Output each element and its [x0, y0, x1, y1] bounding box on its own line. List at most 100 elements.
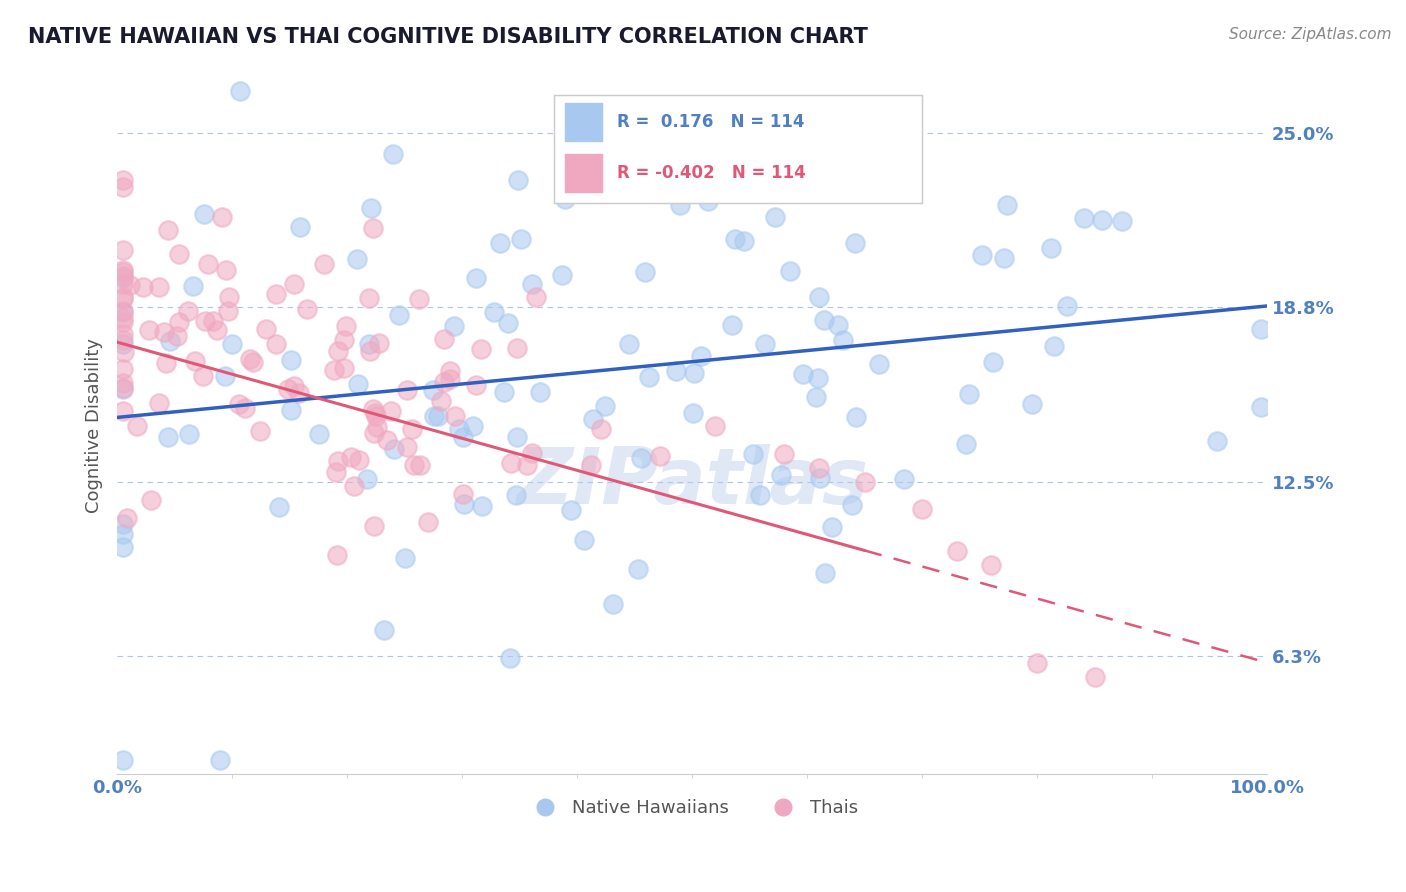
Point — [148, 396, 170, 410]
Point — [111, 304, 134, 318]
Point — [696, 194, 718, 208]
Point — [148, 280, 170, 294]
Point — [111, 315, 134, 329]
Point — [347, 377, 370, 392]
Point — [396, 440, 419, 454]
Point — [416, 515, 439, 529]
Point — [111, 292, 134, 306]
Point — [630, 451, 652, 466]
Point — [669, 198, 692, 212]
Point — [233, 401, 256, 415]
Point — [131, 280, 153, 294]
Point — [202, 314, 225, 328]
Point — [266, 287, 288, 301]
Point — [945, 544, 967, 558]
Point — [853, 475, 876, 489]
Point — [593, 399, 616, 413]
Point — [439, 364, 461, 378]
Point — [346, 252, 368, 266]
Point — [804, 390, 827, 404]
Point — [111, 382, 134, 396]
Point — [702, 169, 724, 183]
Point — [111, 310, 134, 325]
Point — [520, 277, 543, 292]
Point — [111, 268, 134, 283]
Point — [808, 471, 831, 485]
Point — [763, 211, 786, 225]
Point — [111, 516, 134, 531]
Text: NATIVE HAWAIIAN VS THAI COGNITIVE DISABILITY CORRELATION CHART: NATIVE HAWAIIAN VS THAI COGNITIVE DISABI… — [28, 27, 868, 46]
Point — [359, 344, 381, 359]
Point — [388, 309, 411, 323]
Point — [1021, 397, 1043, 411]
Point — [193, 368, 215, 383]
Point — [335, 318, 357, 333]
Point — [529, 385, 551, 400]
Point — [356, 473, 378, 487]
Point — [433, 375, 456, 389]
Point — [361, 220, 384, 235]
Point — [193, 207, 215, 221]
Point — [363, 519, 385, 533]
Point — [690, 349, 713, 363]
Point — [617, 336, 640, 351]
Point — [381, 147, 404, 161]
Point — [111, 527, 134, 541]
Point — [118, 278, 141, 293]
Point — [290, 220, 312, 235]
Point — [449, 422, 471, 436]
Point — [111, 362, 134, 376]
Point — [516, 458, 538, 472]
Point — [214, 368, 236, 383]
Point — [363, 406, 385, 420]
Point — [786, 186, 808, 201]
Point — [167, 315, 190, 329]
Point — [402, 458, 425, 473]
Point — [380, 404, 402, 418]
Point — [1039, 242, 1062, 256]
Point — [1250, 322, 1272, 336]
Point — [551, 268, 574, 283]
Point — [770, 467, 793, 482]
Point — [560, 502, 582, 516]
Point — [505, 488, 527, 502]
Point — [339, 450, 361, 464]
Point — [1250, 400, 1272, 414]
Point — [111, 173, 134, 187]
Point — [465, 378, 488, 392]
Point — [211, 211, 233, 225]
Point — [506, 173, 529, 187]
Point — [983, 355, 1005, 369]
Point — [267, 500, 290, 515]
Point — [827, 318, 849, 332]
Point — [993, 252, 1015, 266]
Point — [995, 198, 1018, 212]
Point — [627, 562, 650, 576]
Point — [111, 277, 134, 291]
Point — [430, 393, 453, 408]
Point — [111, 305, 134, 319]
Point — [111, 376, 134, 391]
Point — [1205, 434, 1227, 448]
Point — [955, 437, 977, 451]
Point — [155, 356, 177, 370]
Point — [157, 430, 180, 444]
Point — [721, 318, 744, 333]
Point — [373, 623, 395, 637]
Point — [807, 371, 830, 385]
Point — [343, 479, 366, 493]
Point — [156, 223, 179, 237]
Point — [634, 265, 657, 279]
Point — [461, 419, 484, 434]
Point — [287, 385, 309, 400]
Point — [347, 453, 370, 467]
Point — [266, 337, 288, 351]
Point — [957, 387, 980, 401]
Point — [520, 446, 543, 460]
Point — [499, 651, 522, 665]
Point — [239, 352, 262, 367]
Point — [325, 465, 347, 479]
Point — [972, 248, 994, 262]
Point — [506, 341, 529, 355]
Point — [749, 488, 772, 502]
